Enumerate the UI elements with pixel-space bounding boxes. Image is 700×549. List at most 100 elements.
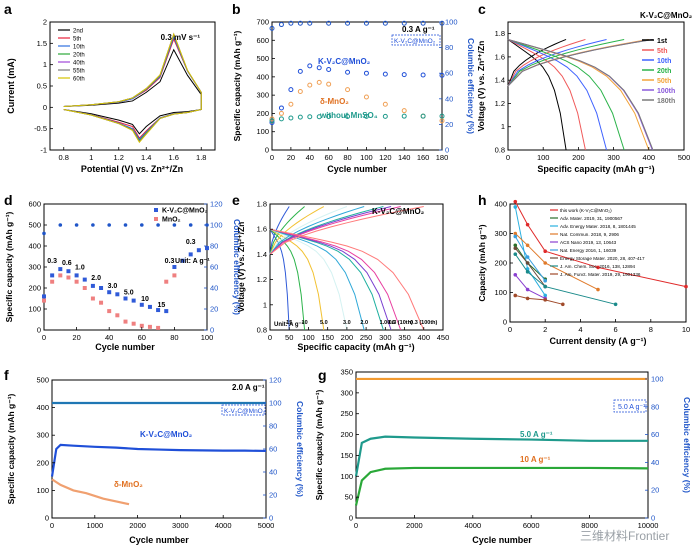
- y2-tick-label: 60: [210, 263, 218, 272]
- x-tick-label: 1000: [86, 521, 103, 530]
- data-point: [99, 300, 104, 305]
- x-tick-label: 20: [287, 153, 295, 162]
- data-point: [420, 20, 426, 26]
- y2-tick-label: 100: [651, 374, 664, 383]
- x-tick-label: 500: [678, 153, 691, 162]
- y-tick-label: 400: [494, 200, 507, 209]
- x-tick-label: 10000: [638, 521, 659, 530]
- data-point: [82, 277, 87, 282]
- data-point: [123, 223, 128, 227]
- y-tick-label: 350: [340, 368, 353, 377]
- data-point: [543, 298, 547, 302]
- x-tick-label: 150: [321, 333, 334, 342]
- data-point: [316, 114, 322, 120]
- x-tick-label: 4000: [215, 521, 232, 530]
- data-point: [42, 298, 46, 303]
- data-point: [525, 287, 530, 292]
- y-tick-label: 400: [256, 72, 269, 81]
- data-point: [684, 284, 688, 289]
- annotation-g-10: 10 A g⁻¹: [520, 455, 551, 464]
- legend-c: 1st 5th 10th 20th 50th 100th 180th: [642, 38, 675, 105]
- data-point: [288, 20, 294, 26]
- x-tick-label: 8: [649, 325, 653, 334]
- panel-b: b 0 20 40 60 80 100 120 140 160 180 0100200300400…: [232, 1, 476, 174]
- series-line: [51, 478, 130, 506]
- y2-tick-label: 20: [445, 120, 453, 129]
- series-line: [50, 443, 267, 477]
- y2-tick-label: 40: [210, 284, 218, 293]
- discharge-curve: [269, 228, 365, 331]
- x-tick-label: 0: [268, 333, 272, 342]
- y-tick-label: 1: [501, 122, 505, 131]
- series-line: [514, 253, 616, 305]
- y2-tick-label: 40: [651, 458, 659, 467]
- y-tick-label: 300: [494, 229, 507, 238]
- gcd-curves-e: [269, 206, 425, 331]
- series-d: [42, 223, 209, 330]
- y-tick-label: 1: [263, 300, 267, 309]
- series-g: [354, 377, 649, 506]
- y2-tick-label: 80: [269, 422, 277, 431]
- x-tick-label: 100: [537, 153, 550, 162]
- y-axis-label-b: Specific capacity (mAh g⁻¹): [232, 30, 242, 141]
- x-tick-label: 4000: [464, 521, 481, 530]
- x-tick-label: 300: [607, 153, 620, 162]
- data-point: [543, 284, 547, 289]
- y-tick-label: 0: [43, 103, 47, 112]
- data-point: [58, 273, 63, 278]
- cv-curves: [63, 32, 202, 144]
- y-ticks-h: 0 100 200 300 400: [494, 200, 513, 327]
- y-tick-label: 100: [28, 305, 41, 314]
- x-axis-label-d: Cycle number: [95, 342, 155, 352]
- annotation-f-mno2: δ-MnO₂: [114, 480, 143, 489]
- y2-tick-label: 20: [210, 305, 218, 314]
- y-ticks-e: 0.8 1 1.2 1.4 1.6 1.8: [257, 200, 273, 335]
- y-tick-label: 0: [349, 514, 353, 523]
- legend-label: ACS Nano 2019, 13, 10643: [560, 240, 617, 245]
- rate-label: 15: [286, 320, 292, 326]
- y2-axis-label-d: Columbic efficiency (%): [232, 219, 242, 315]
- x-tick-label: 0: [42, 333, 46, 342]
- data-point: [525, 296, 530, 301]
- charge-curve: [269, 206, 384, 255]
- data-point: [513, 205, 518, 209]
- y2-ticks-f: 0 20 40 60 80 100 120: [263, 376, 282, 523]
- discharge-curve: [269, 228, 402, 331]
- discharge-curve: [269, 228, 306, 331]
- y-tick-label: 100: [36, 486, 49, 495]
- x-ticks-b: 0 20 40 60 80 100 120 140 160 180: [270, 147, 448, 162]
- data-point: [326, 81, 332, 87]
- series-line: [515, 294, 563, 305]
- x-ticks-a: 0.8 1 1.2 1.4 1.6 1.8: [59, 147, 206, 162]
- legend-a: 2nd 5th 10th 20th 40th 55th 60th: [58, 29, 85, 83]
- y-tick-label: 0: [45, 514, 49, 523]
- y-axis-label-e: Voltage (V) vs. Zn²⁺/Zn: [236, 222, 246, 313]
- annotation-b-rate: 0.3 A g⁻¹: [402, 25, 435, 34]
- y-tick-label: 700: [256, 18, 269, 27]
- legend-label: Energy Storage Mater. 2020, 28, 407-417: [560, 256, 645, 261]
- x-tick-label: 200: [572, 153, 585, 162]
- data-point: [107, 290, 112, 295]
- data-point: [288, 87, 294, 93]
- x-tick-label: 200: [341, 333, 354, 342]
- data-point: [525, 243, 530, 248]
- legend-label: 5th: [657, 48, 668, 55]
- gcd-curves-c: [507, 38, 654, 151]
- data-point: [188, 252, 193, 257]
- series-b: [269, 20, 445, 126]
- x-tick-label: 140: [398, 153, 411, 162]
- data-point: [139, 302, 144, 307]
- data-point: [172, 223, 177, 227]
- data-point: [288, 101, 294, 107]
- discharge-curve: [269, 228, 425, 331]
- panel-g: g 0 2000 4000 6000 8000 10000 050100150200250…: [314, 367, 692, 545]
- legend-label: Adv. Mater. 2019, 31, 1900567: [560, 216, 623, 221]
- y-tick-label: 300: [256, 91, 269, 100]
- data-point: [164, 279, 169, 284]
- y-tick-label: 0: [265, 146, 269, 155]
- y-tick-label: 0.8: [495, 146, 505, 155]
- series-line: [354, 435, 648, 477]
- legend-label: 55th: [73, 69, 85, 75]
- y2-axis-label-b: Columbic efficiency (%): [466, 38, 476, 134]
